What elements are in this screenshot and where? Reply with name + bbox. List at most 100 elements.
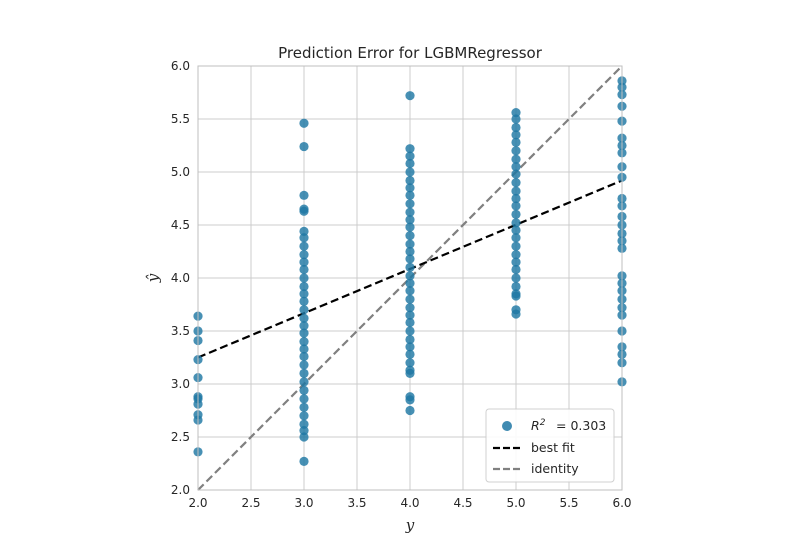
x-tick-label: 6.0 xyxy=(612,496,631,510)
data-point xyxy=(299,313,309,323)
x-axis-label: y xyxy=(405,516,415,534)
chart-title: Prediction Error for LGBMRegressor xyxy=(278,44,543,62)
legend: R2 = 0.303 best fit identity xyxy=(485,408,615,483)
data-point xyxy=(405,190,415,200)
data-point xyxy=(511,193,521,204)
data-point xyxy=(511,273,521,283)
data-point xyxy=(511,154,521,164)
data-point xyxy=(405,271,415,281)
y-tick-label: 5.5 xyxy=(171,112,190,126)
data-point xyxy=(299,257,309,267)
data-point xyxy=(511,264,521,275)
x-tick-labels: 2.0 2.5 3.0 3.5 4.0 4.5 5.0 5.5 6.0 xyxy=(188,496,631,510)
legend-box xyxy=(485,408,615,483)
legend-marker-r2 xyxy=(502,421,512,431)
data-point xyxy=(405,167,415,177)
data-point xyxy=(405,262,415,272)
data-point xyxy=(299,273,309,283)
data-point xyxy=(405,405,415,416)
y-tick-label: 4.5 xyxy=(171,218,190,232)
data-point xyxy=(405,183,415,193)
data-point xyxy=(511,257,521,267)
data-point xyxy=(405,334,415,345)
data-point xyxy=(405,254,415,264)
data-point xyxy=(299,337,309,347)
data-point xyxy=(511,186,521,196)
data-point xyxy=(405,303,415,313)
data-point xyxy=(405,278,415,288)
legend-label-identity: identity xyxy=(531,461,579,476)
data-point xyxy=(405,144,415,154)
data-point xyxy=(511,201,521,211)
data-point xyxy=(511,178,521,188)
data-point xyxy=(511,169,521,179)
data-point xyxy=(299,281,309,292)
data-point xyxy=(299,377,309,387)
x-tick-label: 3.5 xyxy=(347,496,366,510)
data-point xyxy=(299,305,309,315)
data-point xyxy=(299,368,309,378)
data-point xyxy=(511,218,521,228)
data-point xyxy=(299,296,309,306)
data-point xyxy=(299,432,309,442)
data-point xyxy=(299,264,309,275)
data-point xyxy=(405,91,415,101)
data-point xyxy=(511,162,521,172)
identity-line xyxy=(197,65,623,491)
data-point xyxy=(299,402,309,412)
data-point xyxy=(405,310,415,320)
data-point xyxy=(511,309,521,319)
x-tick-label: 2.0 xyxy=(188,496,207,510)
data-point xyxy=(511,108,521,118)
data-point xyxy=(511,209,521,219)
data-point xyxy=(405,239,415,249)
y-tick-labels: 2.0 2.5 3.0 3.5 4.0 4.5 5.0 5.5 6.0 xyxy=(171,59,190,497)
data-point xyxy=(405,246,415,257)
data-point xyxy=(299,321,309,331)
y-tick-label: 5.0 xyxy=(171,165,190,179)
y-tick-label: 4.0 xyxy=(171,271,190,285)
data-point xyxy=(511,146,521,156)
data-point xyxy=(299,289,309,299)
data-point xyxy=(405,358,415,368)
data-point xyxy=(299,206,309,216)
data-point xyxy=(405,207,415,217)
data-point xyxy=(405,286,415,296)
data-point xyxy=(511,241,521,251)
data-point xyxy=(511,130,521,140)
data-point xyxy=(299,250,309,260)
y-tick-label: 3.0 xyxy=(171,377,190,391)
data-point xyxy=(511,281,521,292)
x-tick-label: 4.0 xyxy=(400,496,419,510)
data-point xyxy=(405,342,415,352)
data-point xyxy=(405,222,415,232)
data-point xyxy=(299,426,309,436)
y-tick-label: 3.5 xyxy=(171,324,190,338)
data-point xyxy=(511,291,521,301)
x-tick-label: 4.5 xyxy=(453,496,472,510)
data-point xyxy=(299,328,309,338)
data-point xyxy=(299,456,309,466)
data-point xyxy=(405,326,415,336)
x-tick-label: 2.5 xyxy=(241,496,260,510)
data-point xyxy=(299,360,309,370)
data-point xyxy=(405,151,415,161)
data-point xyxy=(299,118,309,128)
data-point xyxy=(511,137,521,147)
data-point xyxy=(299,190,309,200)
data-point xyxy=(299,411,309,421)
data-point xyxy=(299,241,309,251)
data-point xyxy=(299,351,309,362)
x-tick-label: 3.0 xyxy=(294,496,313,510)
data-point xyxy=(299,344,309,354)
y-tick-label: 6.0 xyxy=(171,59,190,73)
x-tick-label: 5.5 xyxy=(559,496,578,510)
data-point xyxy=(511,250,521,260)
data-point xyxy=(405,349,415,359)
data-point xyxy=(405,294,415,304)
data-point xyxy=(405,199,415,209)
data-point xyxy=(405,317,415,328)
data-point xyxy=(405,231,415,241)
data-point xyxy=(511,225,521,235)
